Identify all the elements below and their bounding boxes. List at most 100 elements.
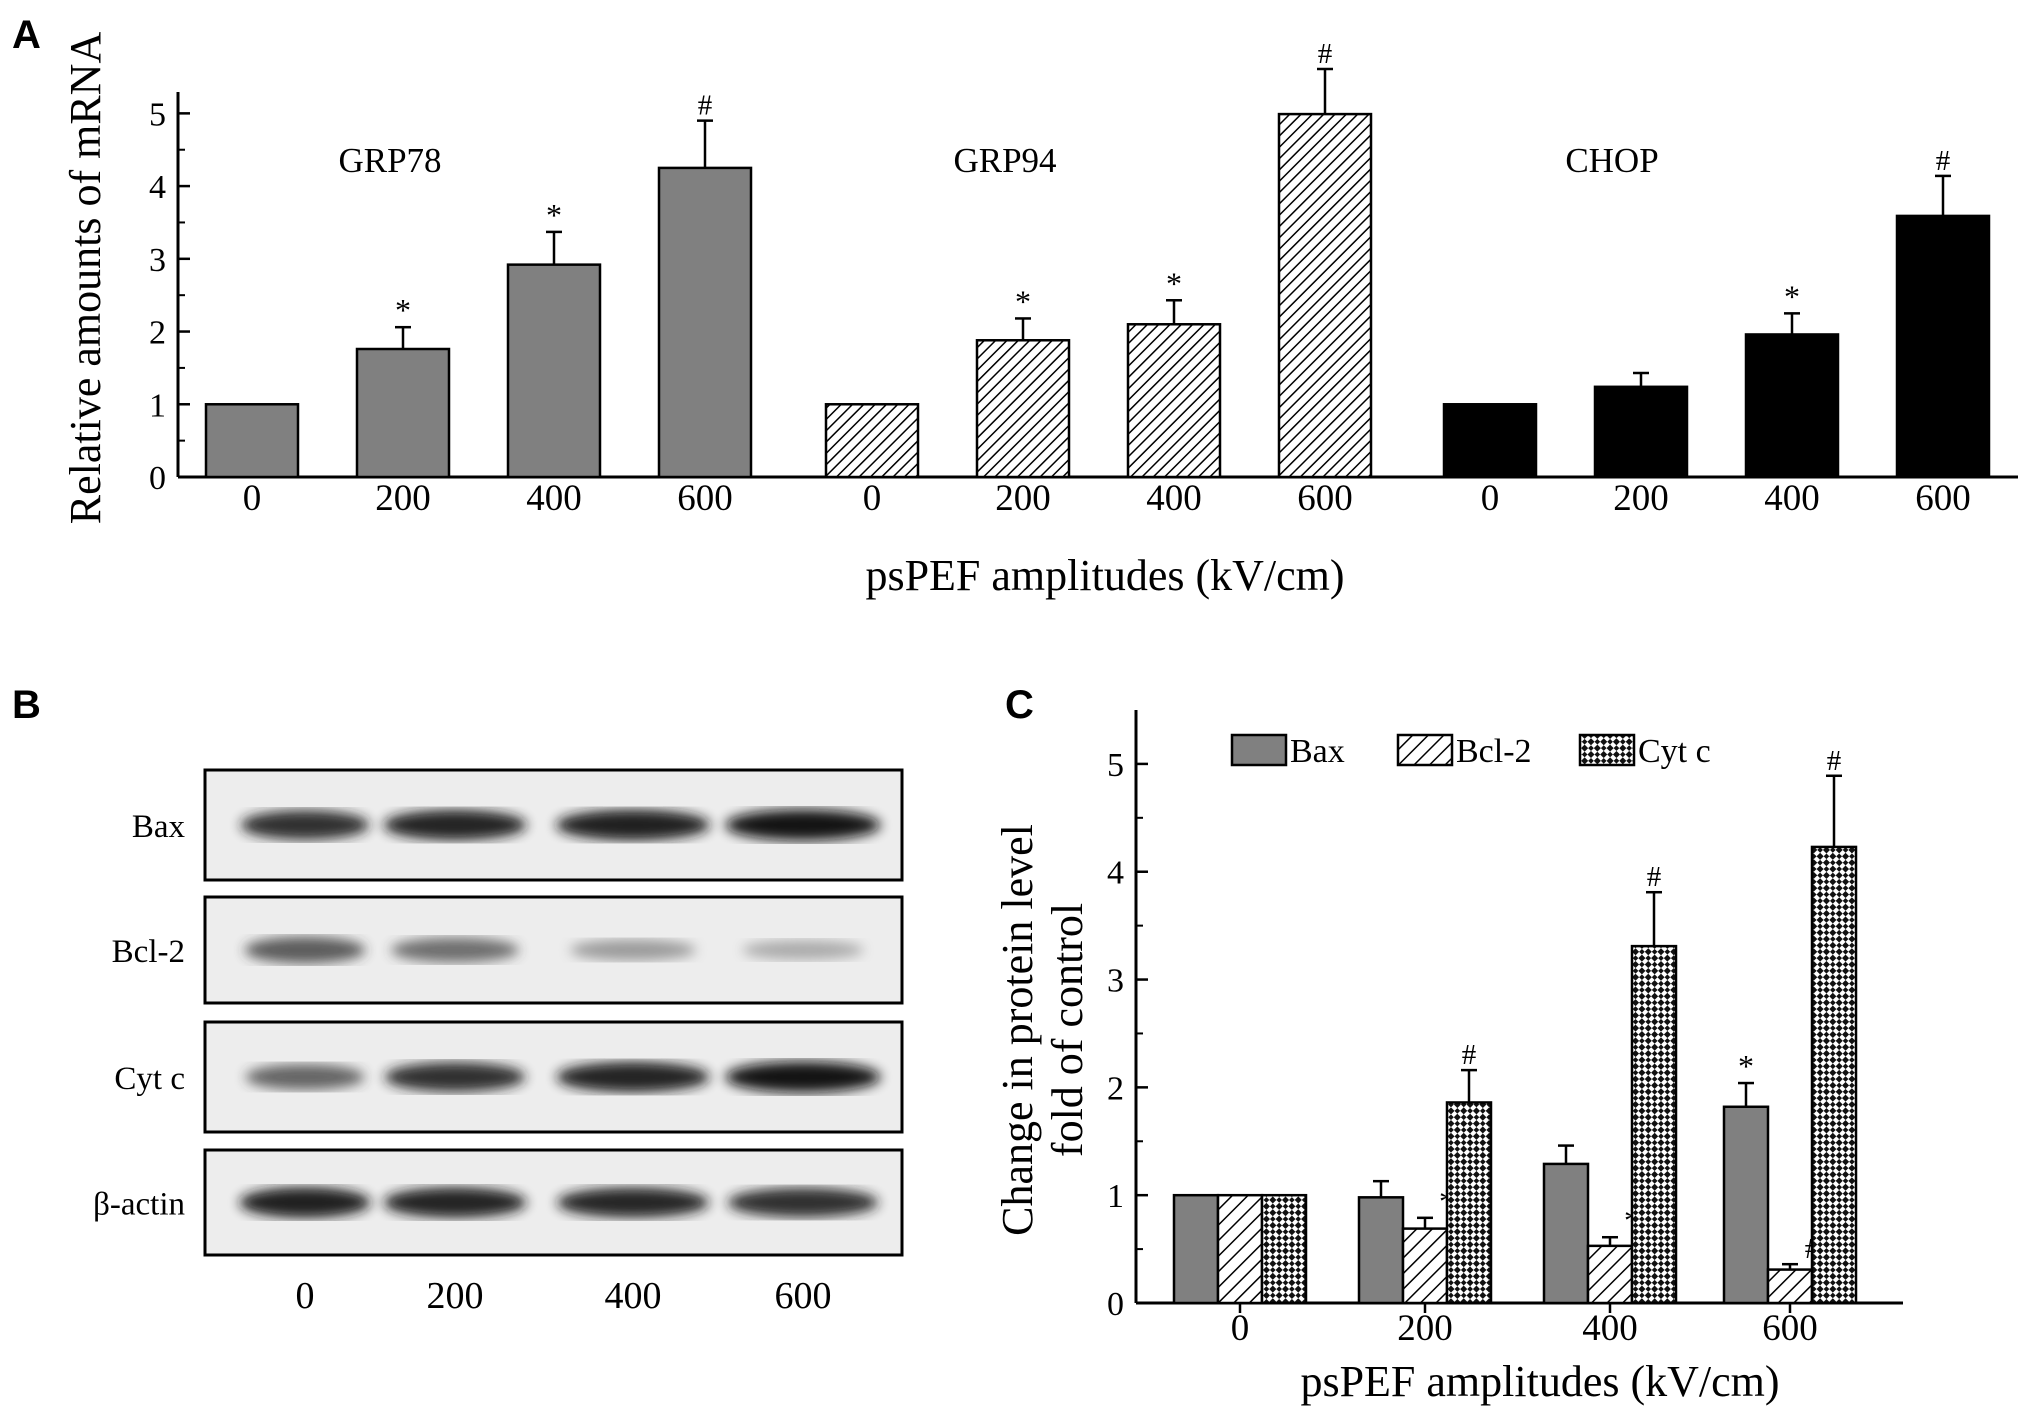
x-tick-label: 600 <box>677 478 733 519</box>
protein-band <box>725 809 881 841</box>
significance-mark: * <box>1784 278 1800 314</box>
protein-band <box>570 939 696 961</box>
protein-band <box>244 936 366 964</box>
bar <box>1722 1105 1770 1305</box>
significance-mark: # <box>698 90 713 122</box>
bar <box>1810 845 1858 1305</box>
protein-band <box>556 1187 710 1218</box>
significance-mark: * <box>1166 265 1182 301</box>
bar <box>1401 1227 1449 1305</box>
bar <box>506 263 602 479</box>
protein-band <box>556 809 710 841</box>
protein-band <box>727 1187 879 1218</box>
bar <box>204 403 300 479</box>
bar <box>1357 1196 1405 1305</box>
protein-band <box>239 1187 371 1218</box>
bar <box>824 403 920 479</box>
protein-band <box>384 1062 526 1092</box>
protein-band <box>390 937 520 963</box>
legend-label: Bcl-2 <box>1456 733 1532 770</box>
group-label: GRP94 <box>953 141 1056 180</box>
y-tick-label: 2 <box>1107 1070 1124 1107</box>
y-tick-label: 3 <box>1107 963 1124 1000</box>
y-tick-label: 3 <box>149 242 166 279</box>
x-tick-label: 600 <box>1297 478 1353 519</box>
group-label: CHOP <box>1565 141 1658 180</box>
panel-letter-b: B <box>12 683 41 727</box>
bar <box>975 339 1071 479</box>
y-tick-label: 5 <box>1107 747 1124 784</box>
bar <box>1126 323 1222 479</box>
group-label: GRP78 <box>338 141 441 180</box>
legend-label: Cyt c <box>1638 733 1711 770</box>
legend-swatch <box>1578 733 1636 767</box>
panel-letter-c: C <box>1005 683 1034 727</box>
blot-row-1 <box>203 895 904 1005</box>
x-tick-label: 200 <box>375 478 431 519</box>
significance-mark: * <box>546 197 562 233</box>
blot-lane-label: 600 <box>775 1275 832 1317</box>
blot-row-2 <box>203 1020 904 1134</box>
bar <box>1445 1101 1493 1305</box>
protein-band <box>383 809 527 841</box>
bar <box>355 347 451 479</box>
y-tick-label: 4 <box>149 169 166 206</box>
x-tick-label: 0 <box>863 478 882 519</box>
bar <box>1586 1244 1634 1305</box>
significance-mark: * <box>1015 283 1031 319</box>
protein-band <box>725 1061 881 1093</box>
blot-lane-label: 0 <box>296 1275 315 1317</box>
legend-swatch <box>1396 733 1454 767</box>
blot-lane-label: 400 <box>605 1275 662 1317</box>
chart-a: 0 1 2 3 4 5 GRP78 0 * 200 * 400 #600 GRP94 0 * 200 * 400 #6… <box>61 32 2018 600</box>
bar <box>1260 1193 1308 1305</box>
x-axis-title: psPEF amplitudes (kV/cm) <box>865 551 1344 600</box>
legend-label: Bax <box>1290 733 1345 770</box>
bar <box>1172 1193 1220 1305</box>
y-axis-title-line2: fold of control <box>1043 903 1092 1157</box>
x-tick-label: 400 <box>526 478 582 519</box>
bar <box>1593 385 1689 479</box>
blot-row-label: Cyt c <box>114 1061 185 1097</box>
blot-row-label: β-actin <box>93 1187 185 1223</box>
x-tick-label: 0 <box>1481 478 1500 519</box>
y-tick-label: 1 <box>149 387 166 424</box>
bar <box>657 166 753 479</box>
x-tick-label: 600 <box>1762 1308 1818 1349</box>
significance-mark: * <box>1738 1048 1754 1084</box>
x-tick-label: 600 <box>1915 478 1971 519</box>
x-tick-label: 400 <box>1582 1308 1638 1349</box>
significance-mark: # <box>1936 145 1951 177</box>
protein-band <box>240 810 370 840</box>
y-axis-title-line1: Change in protein level <box>993 824 1042 1236</box>
y-tick-label: 0 <box>1107 1286 1124 1323</box>
blot-row-3 <box>203 1148 904 1257</box>
protein-band <box>742 940 864 960</box>
blot-row-label: Bax <box>132 809 186 845</box>
bar <box>1630 944 1678 1305</box>
x-tick-label: 400 <box>1146 478 1202 519</box>
protein-band <box>383 1187 527 1218</box>
y-axis-title: Relative amounts of mRNA <box>61 32 110 525</box>
x-tick-label: 200 <box>1613 478 1669 519</box>
significance-mark: # <box>1827 745 1842 777</box>
western-blot: Bax Bcl-2 Cyt c β-actin 0 200 400 600 <box>93 768 904 1317</box>
significance-mark: # <box>1462 1039 1477 1071</box>
panel-letter-a: A <box>12 13 41 57</box>
legend-swatch <box>1230 733 1288 767</box>
bar <box>1216 1193 1264 1305</box>
bar <box>1542 1162 1590 1305</box>
x-tick-label: 200 <box>995 478 1051 519</box>
protein-band <box>245 1064 365 1090</box>
y-tick-label: 4 <box>1107 855 1124 892</box>
y-tick-label: 1 <box>1107 1178 1124 1215</box>
x-tick-label: 0 <box>1231 1308 1250 1349</box>
y-tick-label: 0 <box>149 460 166 497</box>
x-tick-label: 400 <box>1764 478 1820 519</box>
x-tick-label: 200 <box>1397 1308 1453 1349</box>
significance-mark: # <box>1647 861 1662 893</box>
x-axis-title: psPEF amplitudes (kV/cm) <box>1300 1357 1779 1406</box>
bar <box>1744 333 1840 479</box>
